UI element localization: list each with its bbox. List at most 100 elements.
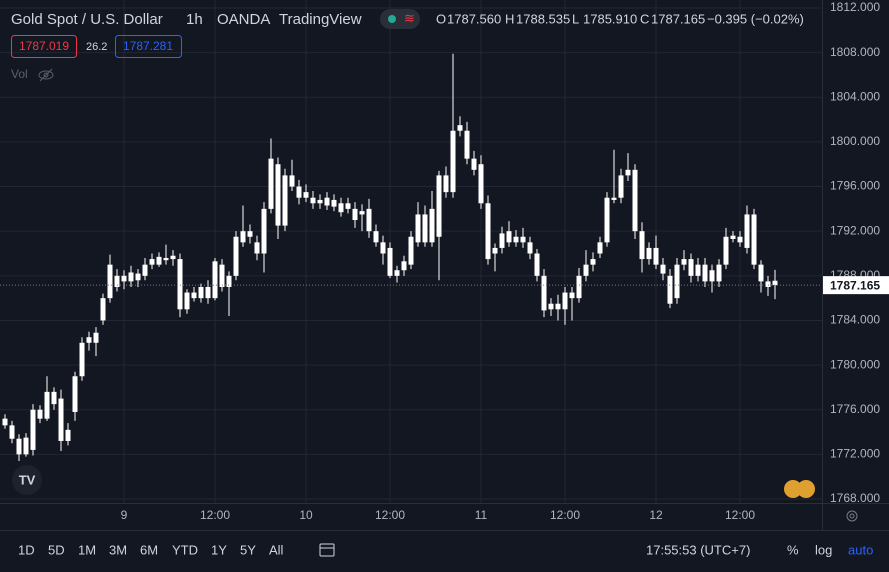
candle-body	[184, 292, 190, 310]
candle-body	[562, 292, 568, 310]
candle-body	[653, 247, 659, 265]
candle-body	[548, 303, 554, 310]
status-pill[interactable]	[380, 9, 420, 29]
candle-body	[352, 208, 358, 221]
candle-body	[688, 259, 694, 276]
range-button[interactable]: 5D	[48, 542, 65, 557]
candle-body	[576, 275, 582, 299]
plot-area	[0, 0, 822, 503]
range-button[interactable]: 1D	[18, 542, 35, 557]
candle-body	[702, 264, 708, 282]
candle-body	[163, 257, 169, 261]
toolbar: 1D 5D 1M 3M 6M YTD 1Y 5Y All	[18, 542, 284, 557]
volume-label[interactable]: Vol	[11, 67, 28, 81]
candle-body	[716, 264, 722, 282]
x-tick-label: 12:00	[550, 508, 580, 522]
candle-body	[205, 286, 211, 299]
candle-body	[429, 208, 435, 243]
candle-body	[380, 242, 386, 254]
y-tick-label: 1772.000	[830, 447, 880, 461]
ohlc-key: O	[436, 11, 446, 26]
candle-body	[275, 164, 281, 226]
candle-body	[51, 391, 57, 405]
ask-price: 1787.281	[123, 39, 173, 53]
symbol-title[interactable]: Gold Spot / U.S. Dollar	[11, 11, 163, 28]
candle-body	[254, 242, 260, 254]
candle-body	[359, 211, 365, 215]
y-tick-label: 1784.000	[830, 313, 880, 327]
candle-body	[296, 186, 302, 198]
logo[interactable]	[12, 465, 42, 495]
candle-body	[597, 242, 603, 254]
candle-body	[387, 247, 393, 276]
candle-body	[212, 261, 218, 299]
ask-box[interactable]	[115, 35, 182, 58]
range-button[interactable]: All	[269, 542, 284, 557]
candle-body	[723, 236, 729, 265]
candle-body	[618, 175, 624, 198]
range-button[interactable]: 3M	[109, 542, 127, 557]
candle-body	[121, 275, 127, 282]
hide-volume-icon[interactable]	[38, 68, 54, 82]
candle-body	[289, 175, 295, 187]
y-tick-label: 1768.000	[830, 491, 880, 505]
y-tick-label: 1808.000	[830, 45, 880, 59]
candle-body	[660, 264, 666, 274]
candle-body	[37, 409, 43, 419]
candle-body	[443, 175, 449, 193]
candle-body	[555, 303, 561, 310]
candle-body	[751, 214, 757, 265]
log-toggle[interactable]: log	[815, 542, 832, 557]
candle-body	[583, 264, 589, 276]
candle-body	[58, 398, 64, 441]
candle-body	[177, 259, 183, 310]
candle-body	[527, 242, 533, 254]
candle-body	[730, 235, 736, 239]
candle-body	[611, 197, 617, 200]
candle-body	[758, 264, 764, 282]
candle-body	[422, 214, 428, 243]
date-range-icon[interactable]	[319, 543, 335, 557]
y-tick-label: 1800.000	[830, 134, 880, 148]
clock[interactable]: 17:55:53 (UTC+7)	[646, 542, 750, 557]
candle-body	[240, 231, 246, 243]
range-button[interactable]: 1Y	[211, 542, 227, 557]
percent-toggle[interactable]: %	[787, 542, 799, 557]
range-button[interactable]: YTD	[172, 542, 198, 557]
candle-body	[534, 253, 540, 276]
y-tick-label: 1796.000	[830, 179, 880, 193]
range-button[interactable]: 6M	[140, 542, 158, 557]
x-tick-label: 11	[475, 508, 488, 522]
event-flag[interactable]	[784, 480, 802, 498]
candle-body	[464, 130, 470, 159]
candle-body	[345, 203, 351, 209]
candle-body	[268, 158, 274, 209]
candle-body	[681, 259, 687, 265]
interval[interactable]: 1h	[186, 11, 203, 28]
candle-body	[674, 264, 680, 299]
range-button[interactable]: 5Y	[240, 542, 256, 557]
candle-body	[86, 337, 92, 343]
candle-body	[331, 199, 337, 207]
candle-body	[93, 332, 99, 343]
candle-body	[100, 298, 106, 321]
x-tick-label: 12	[649, 508, 663, 522]
settings-icon[interactable]	[846, 510, 858, 522]
candle-body	[44, 391, 50, 419]
bid-box[interactable]	[11, 35, 77, 58]
candle-body	[646, 247, 652, 260]
event-flag[interactable]	[797, 480, 815, 498]
bid-price: 1787.019	[19, 39, 69, 53]
market-status-dot	[388, 15, 396, 23]
range-button[interactable]: 1M	[78, 542, 96, 557]
candle-body	[457, 125, 463, 131]
candle-body	[317, 199, 323, 204]
candle-body	[128, 272, 134, 282]
candle-body	[338, 203, 344, 213]
candle-body	[198, 286, 204, 299]
auto-toggle[interactable]: auto	[848, 542, 873, 557]
candle-body	[478, 164, 484, 204]
y-tick-label: 1804.000	[830, 89, 880, 103]
